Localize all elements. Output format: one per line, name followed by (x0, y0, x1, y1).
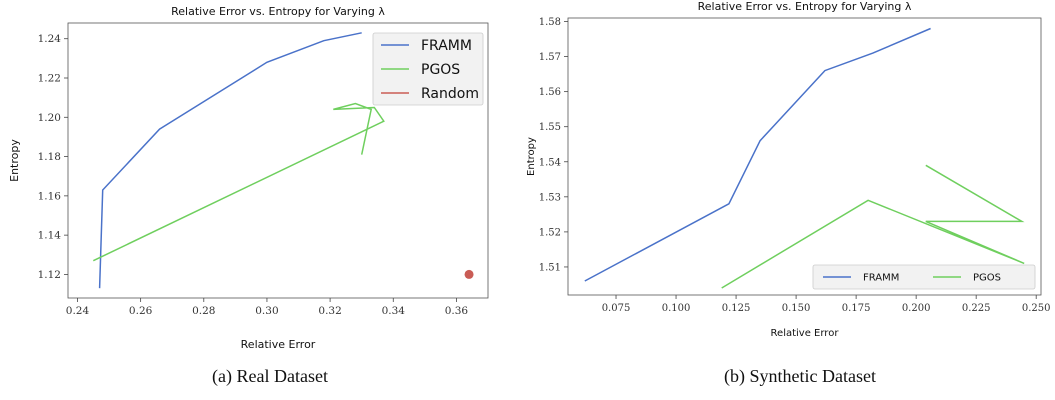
x-tick-label: 0.200 (902, 303, 931, 314)
y-tick-label: 1.55 (539, 122, 561, 133)
y-tick-label: 1.24 (38, 33, 62, 45)
plot-area (567, 17, 1042, 296)
y-tick-label: 1.51 (539, 262, 561, 273)
chart-a: 0.24 0.26 0.28 0.30 0.32 0.34 0.36 1.12 1.14 1.16… (8, 5, 489, 351)
caption-a: (a) Real Dataset (212, 366, 328, 386)
y-tick-label: 1.12 (38, 269, 61, 281)
legend: FRAMM PGOS (812, 264, 1036, 290)
legend-box (812, 264, 1036, 290)
y-tick-label: 1.18 (38, 151, 61, 163)
x-tick-label: 0.250 (1022, 303, 1051, 314)
y-tick-label: 1.58 (539, 17, 561, 28)
legend-label-framm: FRAMM (421, 38, 472, 54)
y-tick-label: 1.14 (38, 230, 62, 242)
legend-label-random: Random (421, 86, 479, 102)
caption-b: (b) Synthetic Dataset (724, 366, 876, 386)
x-tick-label: 0.34 (382, 305, 406, 317)
legend-label-framm: FRAMM (863, 273, 899, 284)
legend: FRAMM PGOS Random (372, 32, 484, 106)
x-tick-label: 0.075 (602, 303, 631, 314)
y-axis-label: Entropy (8, 139, 21, 182)
series-line-framm (98, 32, 362, 289)
chart-title: Relative Error vs. Entropy for Varying λ (698, 0, 912, 13)
x-tick-label: 0.26 (129, 305, 153, 317)
series-line-framm (584, 27, 931, 282)
y-tick-label: 1.52 (539, 227, 561, 238)
y-axis-label: Entropy (526, 137, 537, 176)
series-line-pgos (92, 102, 385, 262)
x-tick-label: 0.36 (445, 305, 469, 317)
y-tick-label: 1.16 (38, 190, 62, 202)
y-tick-label: 1.20 (38, 112, 61, 124)
x-tick-label: 0.24 (66, 305, 90, 317)
legend-label-pgos: PGOS (973, 273, 1001, 284)
x-axis-label: Relative Error (241, 338, 316, 351)
y-tick-label: 1.22 (38, 73, 61, 85)
figure: 0.24 0.26 0.28 0.30 0.32 0.34 0.36 1.12 1.14 1.16… (8, 0, 1051, 351)
legend-label-pgos: PGOS (421, 62, 460, 78)
legend-box (372, 32, 484, 106)
x-tick-label: 0.175 (842, 303, 871, 314)
x-axis-label: Relative Error (771, 328, 840, 339)
series-line-pgos (721, 164, 1025, 289)
point-random (464, 269, 474, 279)
x-tick-label: 0.100 (662, 303, 691, 314)
chart-b: 0.075 0.100 0.125 0.150 0.175 0.200 0.225 0.250… (526, 0, 1051, 339)
x-tick-label: 0.28 (192, 305, 215, 317)
y-tick-label: 1.54 (539, 157, 561, 168)
chart-title: Relative Error vs. Entropy for Varying λ (171, 5, 385, 18)
x-tick-label: 0.32 (318, 305, 341, 317)
y-tick-label: 1.56 (539, 87, 561, 98)
x-tick-label: 0.225 (962, 303, 991, 314)
x-tick-label: 0.125 (722, 303, 751, 314)
x-tick-label: 0.150 (782, 303, 811, 314)
y-tick-label: 1.57 (539, 52, 561, 63)
x-tick-label: 0.30 (255, 305, 278, 317)
y-tick-label: 1.53 (539, 192, 561, 203)
